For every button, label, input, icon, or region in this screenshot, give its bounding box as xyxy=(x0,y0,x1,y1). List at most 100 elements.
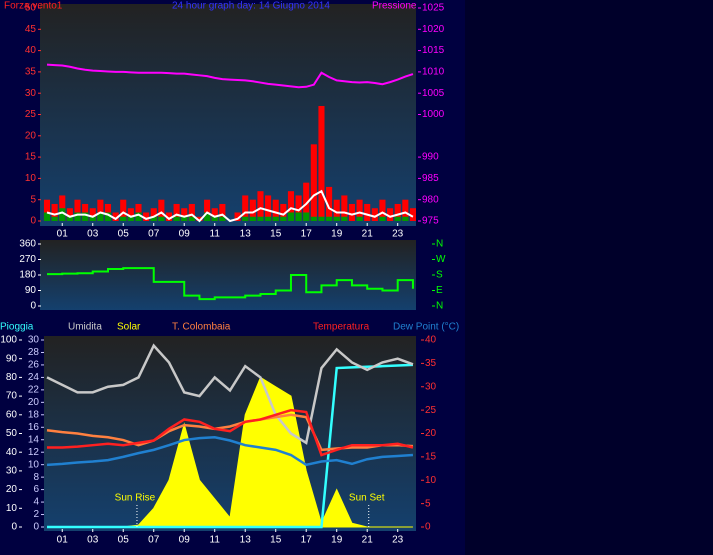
x-tick-label: 23 xyxy=(392,229,404,240)
line xyxy=(46,63,414,89)
bar xyxy=(272,199,279,221)
bar xyxy=(341,195,348,221)
bar xyxy=(257,191,264,221)
y2-tick-label: 30 xyxy=(425,381,437,392)
y-tick-label: 10 xyxy=(25,173,37,184)
y-tick-label: 30 xyxy=(6,466,18,477)
y-tick-label: 25 xyxy=(25,109,37,120)
y3-tick-label: 30 xyxy=(28,335,40,346)
legend-entry: Umidita xyxy=(68,322,102,333)
bar xyxy=(66,208,73,221)
annotation: Sun Rise xyxy=(115,493,156,504)
bar xyxy=(265,216,272,221)
y3-tick-label: 16 xyxy=(28,422,40,433)
y-tick-label: 0 xyxy=(11,522,17,533)
bar xyxy=(249,216,256,221)
y-tick-label: 20 xyxy=(25,130,37,141)
plot-area xyxy=(40,4,416,226)
bar xyxy=(394,216,401,221)
bar xyxy=(249,199,256,221)
plot-area xyxy=(40,240,416,310)
bar xyxy=(204,199,211,221)
y2-tick-label: 990 xyxy=(422,152,439,163)
bar xyxy=(150,208,157,221)
bar xyxy=(326,216,333,221)
y-tick-label: 30 xyxy=(25,88,37,99)
y2-tick-label: 1015 xyxy=(422,45,445,56)
bar xyxy=(272,216,279,221)
bar xyxy=(295,195,302,221)
y-tick-label: 90 xyxy=(6,353,18,364)
x-tick-label: 05 xyxy=(118,535,130,546)
bar xyxy=(318,216,325,221)
y3-tick-label: 2 xyxy=(33,509,39,520)
bar xyxy=(51,216,58,221)
x-tick-label: 17 xyxy=(301,229,313,240)
y2-tick-label: 40 xyxy=(425,335,437,346)
x-tick-label: 11 xyxy=(210,535,221,546)
bar xyxy=(211,216,218,221)
y2-tick-label: 20 xyxy=(425,428,437,439)
y-tick-label: 50 xyxy=(6,428,18,439)
bar xyxy=(112,212,119,221)
y2-tick-label: 1025 xyxy=(422,3,445,14)
y-tick-label: 360 xyxy=(19,239,36,250)
y-tick-label: 0 xyxy=(30,216,36,227)
bar xyxy=(303,212,310,221)
bar xyxy=(143,212,150,221)
x-tick-label: 03 xyxy=(87,535,99,546)
bar xyxy=(219,216,226,221)
bar xyxy=(303,182,310,221)
bar xyxy=(196,216,203,221)
x-tick-label: 15 xyxy=(270,229,282,240)
bar xyxy=(74,212,81,221)
y2-tick-label: 35 xyxy=(425,358,437,369)
legend-entry: T. Colombaia xyxy=(172,322,231,333)
x-tick-label: 09 xyxy=(179,229,191,240)
y2-tick-label: 1005 xyxy=(422,88,445,99)
bar xyxy=(181,216,188,221)
y3-tick-label: 12 xyxy=(28,447,40,458)
y3-tick-label: 26 xyxy=(28,360,40,371)
y-tick-label: 60 xyxy=(6,409,18,420)
y2-tick-label: 975 xyxy=(422,216,439,227)
bar xyxy=(158,199,165,221)
bar xyxy=(211,208,218,221)
line xyxy=(46,435,414,467)
bar xyxy=(204,212,211,221)
bar xyxy=(242,216,249,221)
y-tick-label: 40 xyxy=(25,45,37,56)
legend-entry: Solar xyxy=(117,322,141,333)
y-tick-label: 90 xyxy=(25,285,37,296)
y2-tick-label: 1020 xyxy=(422,24,445,35)
chart-title: 24 hour graph day: 14 Giugno 2014 xyxy=(172,1,330,12)
y3-tick-label: 14 xyxy=(28,434,40,445)
bar xyxy=(173,203,180,221)
legend-entry: Temperatura xyxy=(313,322,370,333)
bar xyxy=(265,195,272,221)
bar xyxy=(356,199,363,221)
bar xyxy=(188,203,195,221)
y3-tick-label: 28 xyxy=(28,347,40,358)
annotation: Sun Set xyxy=(349,493,385,504)
y2-tick-label: 10 xyxy=(425,475,437,486)
bar xyxy=(66,216,73,221)
y-tick-label: 180 xyxy=(19,270,36,281)
y-tick-label: 270 xyxy=(19,254,36,265)
y2-tick-label: 0 xyxy=(425,522,431,533)
y2-tick-label: 15 xyxy=(425,452,437,463)
x-tick-label: 13 xyxy=(240,535,252,546)
y3-tick-label: 4 xyxy=(33,497,39,508)
y3-tick-label: 18 xyxy=(28,409,40,420)
bar xyxy=(310,144,317,221)
line xyxy=(47,408,414,457)
bar xyxy=(364,203,371,221)
bar xyxy=(158,216,165,221)
y2-tick-label: W xyxy=(436,254,446,265)
bar xyxy=(295,212,302,221)
line xyxy=(47,363,414,529)
y-tick-label: 45 xyxy=(25,24,37,35)
line xyxy=(46,189,414,223)
y2-tick-label: 1000 xyxy=(422,109,445,120)
y-tick-label: 20 xyxy=(6,484,18,495)
